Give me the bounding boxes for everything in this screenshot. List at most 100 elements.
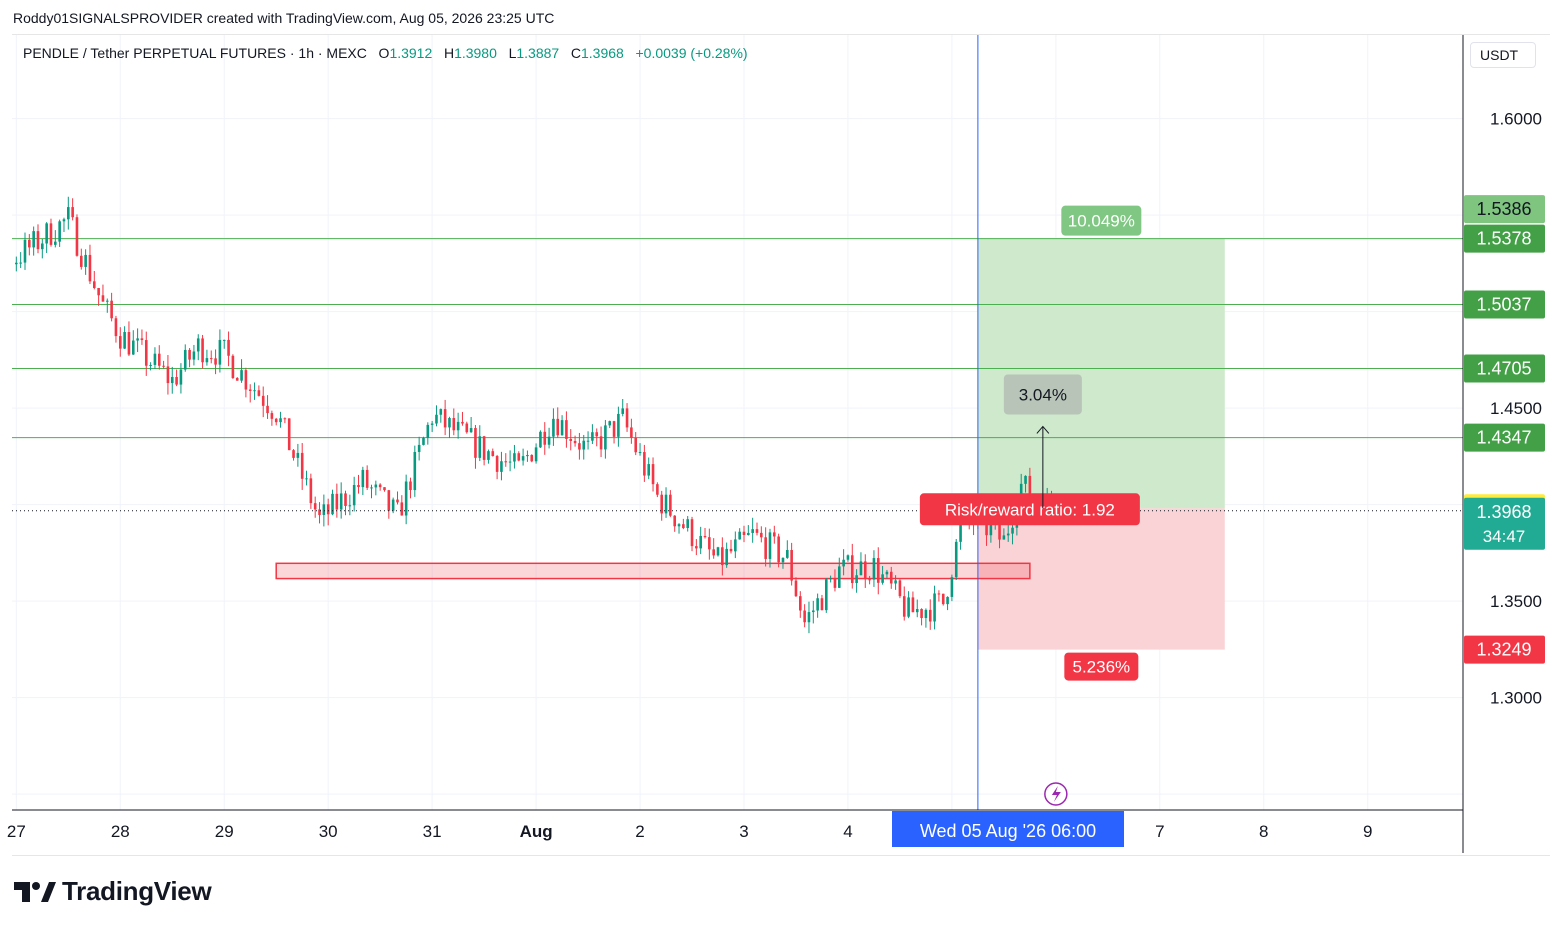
candle-body: [88, 254, 92, 282]
candle-body: [175, 377, 178, 385]
candle-body: [751, 529, 754, 533]
candle-body: [513, 453, 516, 462]
candle-body: [998, 522, 1001, 540]
candle-body: [54, 241, 57, 245]
candle-body: [924, 609, 928, 619]
open-value: 1.3912: [389, 45, 433, 61]
currency-unit-button[interactable]: USDT: [1470, 42, 1536, 68]
candle-body: [461, 421, 464, 424]
candle-body: [811, 610, 815, 613]
price-tick-label: 1.3500: [1490, 592, 1542, 611]
candle-body: [36, 231, 40, 250]
time-tick-label: 27: [7, 822, 26, 841]
price-tick-label: 1.4500: [1490, 399, 1542, 418]
candle-body: [136, 338, 139, 341]
candle-body: [625, 408, 629, 428]
candle-body: [526, 454, 529, 457]
candle-body: [556, 418, 560, 436]
time-tick-label: 8: [1259, 822, 1268, 841]
brand-name: TradingView: [62, 876, 212, 906]
candle-body: [669, 494, 672, 516]
candle-body: [881, 574, 884, 583]
time-tick-label: 4: [843, 822, 852, 841]
candle-body: [937, 593, 941, 595]
candle-body: [309, 478, 313, 504]
candle-body: [495, 455, 499, 472]
candle-body: [768, 532, 772, 559]
horizontal-levels: [12, 238, 1463, 580]
candle-body: [166, 366, 170, 384]
candle-body: [487, 451, 490, 460]
candle-body: [712, 549, 715, 556]
candle-body: [335, 493, 339, 510]
candle-body: [430, 423, 434, 425]
target-zone: [977, 238, 1225, 509]
candle-body: [725, 548, 728, 566]
target-percent-label: 10.049%: [1068, 212, 1135, 231]
candle-body: [902, 596, 906, 617]
candle-body: [508, 461, 512, 463]
candle-body: [816, 598, 819, 611]
candle-body: [1024, 475, 1027, 484]
candle-body: [738, 531, 741, 540]
candle-body: [240, 370, 243, 381]
candle-body: [941, 593, 945, 605]
candle-body: [465, 423, 469, 433]
candle-body: [850, 555, 854, 584]
price-tag: 1.3249: [1476, 640, 1531, 660]
candle-body: [205, 358, 209, 363]
candle-body: [803, 610, 806, 623]
candle-body: [560, 420, 564, 436]
candle-body: [729, 548, 733, 552]
candle-body: [764, 537, 767, 559]
candle-body: [67, 207, 70, 220]
candle-body: [695, 546, 698, 549]
candle-body: [954, 541, 958, 578]
candle-body: [863, 561, 867, 580]
grid-lines: [12, 35, 1463, 810]
time-tick-label: 31: [423, 822, 442, 841]
candle-body: [270, 413, 274, 419]
brand-logo[interactable]: TradingView: [14, 876, 212, 907]
candle-body: [32, 231, 35, 248]
chart-frame[interactable]: [12, 34, 1550, 856]
measure-percent-label: 3.04%: [1019, 385, 1067, 404]
symbol-title[interactable]: PENDLE / Tether PERPETUAL FUTURES · 1h ·…: [23, 45, 367, 61]
candle-body: [218, 339, 222, 365]
price-tag: 1.4347: [1476, 428, 1531, 448]
price-tag-bg: [1464, 423, 1545, 452]
candle-body: [183, 349, 187, 370]
candle-body: [656, 484, 659, 495]
candle-body: [365, 469, 369, 488]
candle-body: [370, 487, 373, 489]
candle-body: [491, 451, 495, 456]
candle-body: [352, 485, 356, 506]
candle-body: [534, 447, 538, 462]
candle-body: [114, 318, 118, 337]
candle-body: [565, 420, 568, 439]
candle-body: [521, 456, 525, 461]
candle-body: [474, 428, 477, 458]
candle-body: [439, 409, 443, 415]
price-tag-bg: [1464, 635, 1545, 664]
time-tick-label: 7: [1155, 822, 1164, 841]
candle-body: [296, 452, 300, 458]
candle-body: [539, 431, 542, 448]
candle-body: [23, 239, 27, 263]
time-tick-label: 30: [319, 822, 338, 841]
candle-body: [677, 524, 681, 527]
time-tick-label: 3: [739, 822, 748, 841]
candle-body: [690, 519, 694, 547]
candle-body: [469, 428, 473, 433]
candle-body: [842, 559, 845, 567]
candle-body: [58, 221, 61, 242]
candle-body: [786, 550, 789, 558]
candle-body: [595, 432, 599, 437]
candle-body: [517, 453, 521, 461]
price-tag-bg: [1464, 354, 1545, 383]
candle-body: [530, 454, 534, 462]
candle-body: [933, 593, 936, 622]
candle-body: [144, 340, 148, 366]
candle-body: [599, 436, 603, 450]
